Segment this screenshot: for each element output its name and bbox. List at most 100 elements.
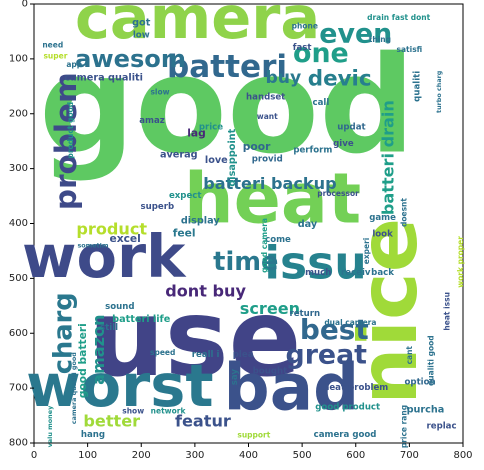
word-fast: fast [293,43,312,53]
word-speed: speed [150,348,175,357]
word-satisfi: satisfi [397,45,423,54]
word-camera: camera [75,0,320,52]
word-good-batteri: good batteri [76,323,89,398]
x-tick-label: 300 [185,450,204,461]
word-best: best [300,313,369,346]
x-tick-label: 0 [31,450,37,461]
word-good-product: good product [315,402,380,412]
word-lag: lag [187,126,206,139]
word-perform: perform [293,146,332,156]
word-option: option [405,378,436,388]
word-doesnt: doesnt [400,198,409,227]
x-tick-label: 700 [400,450,419,461]
word-phone: phone [292,21,318,30]
word-qualiti: qualiti [412,71,422,102]
y-axis: 0 100 200 300 400 500 600 700 800 [9,0,34,449]
word-dual-camera: dual camera [324,318,376,327]
word-support: support [237,430,270,439]
word-say: say [230,369,240,386]
x-tick-label: 600 [346,450,365,461]
word-charg: charg [48,292,78,374]
word-problem: problem [49,72,83,210]
word-provid: provid [252,154,283,164]
word-price: price [199,122,223,132]
word-app: app [66,60,82,69]
word-bad: bad [224,351,359,426]
word-sound: sound [105,302,134,312]
word-hang: hang [81,430,105,440]
word-camera-qualiti-good: camera qualiti good [70,352,78,424]
word-worst: worst [26,351,213,420]
word-low: low [133,30,150,40]
plot-background [33,3,464,444]
x-tick-label: 500 [293,450,312,461]
word-turbo-charg: turbo charg [435,70,443,113]
word-batteri-life: batteri life [112,314,171,325]
word-devic: devic [308,67,372,92]
word-better: better [83,412,140,431]
word-disappoint: disappoint [227,128,238,186]
word-come: come [265,235,291,245]
word-slow: slow [150,87,169,96]
word-poor: poor [243,140,271,153]
word-call: call [312,98,329,108]
word-price-rang: price rang [400,405,409,448]
word-feel: feel [173,226,196,239]
word-still: still [100,323,118,333]
word-love: love [205,155,228,166]
y-tick-label: 300 [9,163,28,174]
y-tick-label: 400 [9,218,28,229]
word-heat: heat [184,158,361,239]
word-bought: bought [253,367,288,377]
word-amaz: amaz [139,116,165,126]
word-super: super [43,52,67,61]
word-camera-qualiti: camera qualiti [64,73,143,84]
word-cant: cant [405,346,414,365]
word-processor: processor [317,189,359,198]
word-heat-problem: heat problem [323,383,388,393]
word-valu-money: valu money [46,405,54,447]
word-qualiti-good: qualiti good [426,335,435,386]
word-got: got [132,18,151,29]
word-return: return [289,309,320,319]
word-dont-buy: dont buy [165,281,246,300]
word-plea: plea [233,350,254,360]
word-one: one [293,38,349,69]
word-screen: screen [240,299,300,318]
y-tick-label: 500 [9,273,28,284]
word-much: much [305,268,331,278]
word-batteri-backup: batteri backup [203,174,336,193]
word-product-good: product good [66,102,75,159]
word-buy: buy [265,68,301,88]
word-use: use [88,276,301,401]
word-game: game [369,213,396,223]
word-awesom: awesom [75,45,186,73]
word-great: great [286,340,368,371]
y-tick-label: 200 [9,108,28,119]
word-display: display [181,215,221,226]
word-batteri-drain: batteri drain [378,100,397,215]
word-averag: averag [160,149,198,160]
x-tick-label: 800 [453,450,472,461]
word-product: product [76,219,147,238]
word-superb: superb [141,202,175,212]
word-handset: handset [246,92,285,102]
word-updat: updat [337,122,365,132]
word-batteri: batteri [167,49,287,85]
word-replac: replac [427,422,457,432]
x-axis: 0 100 200 300 400 500 600 700 800 [31,443,473,461]
x-tick-label: 100 [78,450,97,461]
word-featur: featur [175,412,231,431]
word-amazon: amazon [89,315,108,385]
word-thing: thing [369,35,391,44]
word-receiv: receiv [341,268,371,278]
word-drain-fast-dont: drain fast dont [367,13,430,22]
y-tick-label: 600 [9,328,28,339]
word-work: work [22,222,187,291]
word-show: show [122,407,144,416]
word-expect: expect [169,191,202,201]
y-tick-label: 700 [9,383,28,394]
word-purcha: purcha [407,405,445,416]
word-issu: issu [264,237,366,290]
